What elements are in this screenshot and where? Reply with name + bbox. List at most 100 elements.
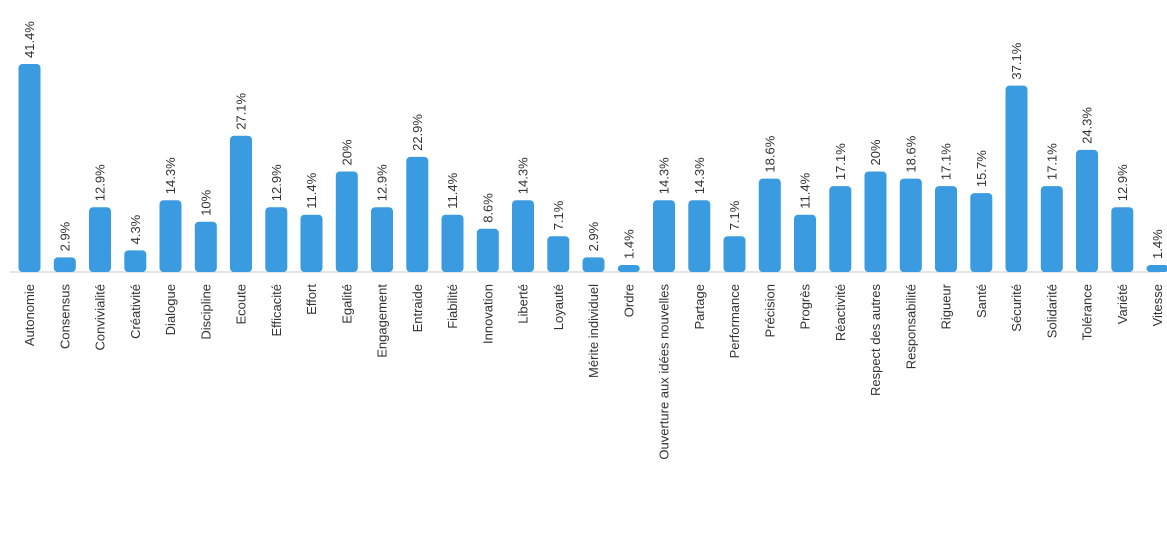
category-label: Réactivité (833, 284, 848, 341)
bar-value-label: 7.1% (551, 200, 566, 230)
bar-value-label: 22.9% (410, 114, 425, 151)
category-label: Innovation (480, 284, 495, 344)
bar (1111, 207, 1134, 272)
category-label: Liberté (516, 284, 531, 324)
bar (230, 135, 252, 272)
bar (335, 171, 358, 272)
bar (1040, 186, 1063, 272)
category-label: Précision (762, 284, 777, 337)
bar-value-label: 18.6% (762, 135, 777, 172)
category-label: Loyauté (551, 284, 566, 330)
category-label: Vitesse (1150, 284, 1165, 326)
category-label: Ouverture aux idées nouvelles (657, 284, 672, 460)
bar (723, 236, 746, 272)
bar-value-label: 7.1% (727, 200, 742, 230)
bar-value-label: 41.4% (22, 21, 37, 58)
category-label: Solidarité (1044, 284, 1059, 338)
bar (476, 228, 499, 272)
bar-value-label: 15.7% (974, 150, 989, 187)
category-label: Engagement (375, 284, 390, 358)
bar-value-label: 12.9% (269, 164, 284, 201)
bar (582, 257, 605, 272)
bar (194, 221, 217, 272)
bar (864, 171, 887, 272)
bar-value-label: 37.1% (1009, 42, 1024, 79)
bar-value-label: 8.6% (480, 193, 495, 223)
category-label: Mérite individuel (586, 284, 601, 378)
category-label: Respect des autres (868, 284, 883, 397)
category-label: Partage (692, 284, 707, 330)
bar (547, 236, 570, 272)
bar-value-label: 1.4% (1150, 229, 1165, 259)
category-label: Discipline (198, 284, 213, 340)
bar-value-label: 14.3% (516, 157, 531, 194)
category-label: Progrès (798, 284, 813, 330)
category-label: Santé (974, 284, 989, 318)
bar (18, 64, 41, 272)
category-label: Variété (1115, 284, 1130, 324)
bar (512, 200, 534, 272)
bar (265, 207, 288, 272)
bar (441, 214, 464, 272)
bar-value-label: 17.1% (833, 143, 848, 180)
bar (970, 193, 993, 272)
bar-value-label: 11.4% (798, 172, 813, 208)
bar-value-label: 2.9% (57, 221, 72, 251)
category-label: Créativité (128, 284, 143, 339)
category-label: Egalité (339, 284, 354, 324)
category-label: Effort (304, 284, 319, 315)
category-label: Ordre (621, 284, 636, 317)
category-label: Consensus (57, 284, 72, 350)
bar (406, 156, 429, 272)
category-label: Fiabilité (445, 284, 460, 329)
category-label: Rigueur (939, 283, 954, 329)
bar (1005, 85, 1028, 272)
bar-value-label: 20% (868, 139, 883, 165)
bars-group (18, 64, 1167, 272)
bar-value-label: 4.3% (128, 214, 143, 244)
category-label: Responsabilité (903, 284, 918, 369)
category-label: Dialogue (163, 284, 178, 335)
bar (617, 265, 640, 272)
bar-value-label: 18.6% (903, 135, 918, 172)
bar-value-label: 14.3% (692, 157, 707, 194)
bar (1146, 265, 1167, 272)
category-label: Ecoute (234, 284, 249, 324)
bar-value-label: 14.3% (657, 157, 672, 194)
bar-value-label: 11.4% (445, 172, 460, 208)
bar-value-label: 17.1% (1044, 143, 1059, 180)
bar (1076, 149, 1098, 272)
bar-value-label: 12.9% (93, 164, 108, 201)
bar (53, 257, 76, 272)
bar (758, 178, 781, 272)
bar-value-label: 2.9% (586, 221, 601, 251)
bar (899, 178, 922, 272)
category-label: Performance (727, 284, 742, 358)
bar-value-label: 12.9% (375, 164, 390, 201)
bar (935, 186, 957, 272)
bar-value-label: 27.1% (234, 92, 249, 129)
category-label: Convivialité (93, 284, 108, 350)
category-labels-group: Autonomie Consensus Convivialité Créativité… (22, 283, 1165, 459)
category-label: Sécurité (1009, 284, 1024, 332)
bar (794, 214, 816, 272)
bar (300, 214, 323, 272)
bar (371, 207, 393, 272)
bar (829, 186, 852, 272)
category-label: Autonomie (22, 284, 37, 346)
bar-value-label: 12.9% (1115, 164, 1130, 201)
bar (124, 250, 147, 272)
bar-value-label: 17.1% (939, 143, 954, 180)
bar (653, 200, 675, 272)
bar (688, 200, 711, 272)
bar (159, 200, 182, 272)
category-label: Efficacité (269, 284, 284, 337)
bar-value-label: 1.4% (621, 229, 636, 259)
bar-value-label: 10% (198, 189, 213, 215)
value-labels-group: 41.4% 2.9% 12.9% 4.3% 14.3% 10% 27.1% 12.9% 11.4… (22, 21, 1165, 259)
category-label: Entraide (410, 284, 425, 332)
bar-value-label: 14.3% (163, 157, 178, 194)
category-label: Tolérance (1080, 284, 1095, 340)
bar-value-label: 11.4% (304, 172, 319, 208)
